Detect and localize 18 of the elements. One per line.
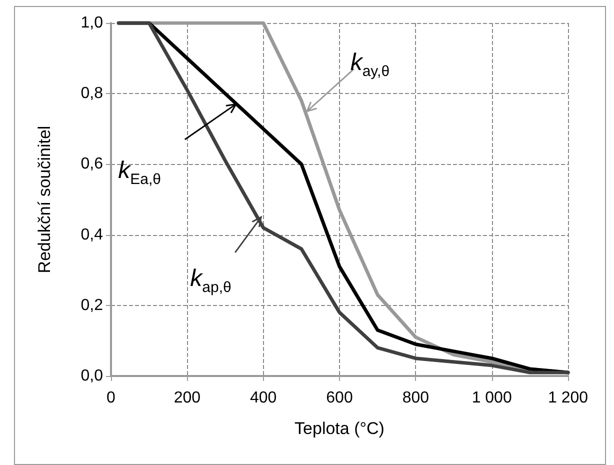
- x-tick-label: 800: [402, 390, 430, 406]
- x-tick-label: 400: [250, 390, 277, 406]
- annotation: k$_{ap,θ}$: [190, 264, 232, 296]
- y-tick-label: 0,2: [80, 296, 104, 314]
- y-axis-title: Redukční součinitel: [35, 126, 54, 274]
- x-tick-label: 200: [174, 390, 201, 406]
- y-tick-label: 0,4: [80, 226, 104, 244]
- annotation: k$_{Ea,θ}$: [118, 157, 161, 188]
- y-tick-label: 0,6: [80, 156, 104, 173]
- y-tick-label: 0,8: [80, 85, 104, 102]
- y-tick-label: 0,0: [80, 368, 104, 384]
- y-tick-label: 1,0: [80, 14, 104, 32]
- x-tick-label: 1 000: [472, 390, 512, 406]
- x-tick-label: 0: [106, 390, 116, 406]
- x-tick-label: 600: [326, 390, 353, 406]
- annotation: k$_{ay,θ}$: [350, 49, 390, 80]
- x-tick-label: 1 200: [548, 390, 588, 406]
- x-axis-title: Teplota (°C): [294, 419, 384, 438]
